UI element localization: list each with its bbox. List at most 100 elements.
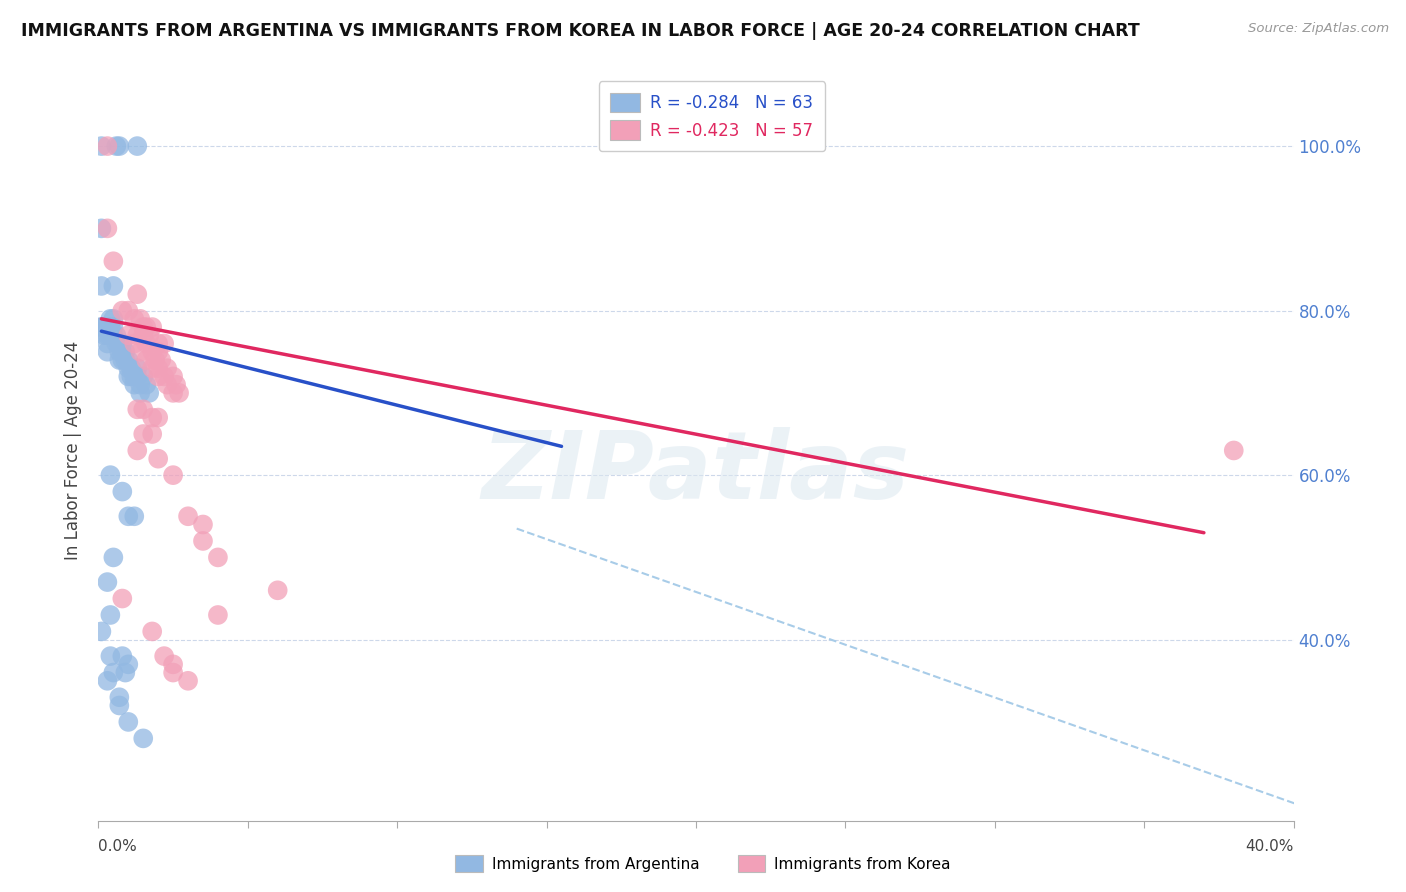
Point xyxy=(162,369,184,384)
Point xyxy=(135,377,157,392)
Point xyxy=(90,221,112,235)
Point xyxy=(127,402,149,417)
Point xyxy=(103,665,125,680)
Point xyxy=(132,427,155,442)
Point xyxy=(153,336,176,351)
Point xyxy=(98,320,122,334)
Point xyxy=(111,353,134,368)
Point xyxy=(120,369,142,384)
Point xyxy=(103,328,125,343)
Point xyxy=(90,279,112,293)
Point xyxy=(127,328,149,343)
Point xyxy=(120,361,142,376)
Point xyxy=(132,369,155,384)
Point xyxy=(108,344,131,359)
Point xyxy=(1223,443,1246,458)
Point xyxy=(96,328,118,343)
Point xyxy=(90,320,112,334)
Point xyxy=(96,336,118,351)
Point xyxy=(156,377,179,392)
Text: IMMIGRANTS FROM ARGENTINA VS IMMIGRANTS FROM KOREA IN LABOR FORCE | AGE 20-24 CO: IMMIGRANTS FROM ARGENTINA VS IMMIGRANTS … xyxy=(21,22,1140,40)
Point xyxy=(105,139,128,153)
Point xyxy=(96,673,118,688)
Point xyxy=(132,328,155,343)
Point xyxy=(148,344,170,359)
Point xyxy=(114,344,136,359)
Point xyxy=(167,385,190,400)
Point xyxy=(114,665,136,680)
Point xyxy=(207,550,229,565)
Point xyxy=(141,344,163,359)
Point xyxy=(162,385,184,400)
Point xyxy=(191,533,214,548)
Point xyxy=(96,320,118,334)
Point xyxy=(156,361,179,376)
Point xyxy=(153,649,176,664)
Point xyxy=(153,369,176,384)
Point xyxy=(111,303,134,318)
Point xyxy=(124,377,146,392)
Point xyxy=(141,361,163,376)
Point xyxy=(148,410,170,425)
Text: ZIPatlas: ZIPatlas xyxy=(482,426,910,518)
Point xyxy=(124,311,146,326)
Point xyxy=(138,328,160,343)
Point xyxy=(162,665,184,680)
Point xyxy=(96,221,118,235)
Point xyxy=(143,353,166,368)
Point xyxy=(129,311,152,326)
Point xyxy=(129,385,152,400)
Point xyxy=(117,361,139,376)
Point xyxy=(141,624,163,639)
Point xyxy=(150,353,173,368)
Point xyxy=(90,139,112,153)
Point xyxy=(90,320,112,334)
Point xyxy=(90,624,112,639)
Point xyxy=(191,517,214,532)
Point xyxy=(127,361,149,376)
Point xyxy=(108,698,131,713)
Point xyxy=(135,353,157,368)
Point xyxy=(124,509,146,524)
Point xyxy=(98,607,122,622)
Point xyxy=(129,344,152,359)
Point xyxy=(117,353,139,368)
Point xyxy=(135,336,157,351)
Point xyxy=(267,583,290,598)
Point xyxy=(141,427,163,442)
Point xyxy=(132,320,155,334)
Point xyxy=(124,336,146,351)
Point xyxy=(96,575,118,590)
Point xyxy=(108,336,131,351)
Point xyxy=(177,509,200,524)
Point xyxy=(127,139,149,153)
Point xyxy=(117,328,139,343)
Point xyxy=(127,287,149,301)
Point xyxy=(162,657,184,672)
Legend: Immigrants from Argentina, Immigrants from Korea: Immigrants from Argentina, Immigrants fr… xyxy=(447,847,959,880)
Point xyxy=(103,254,125,268)
Point xyxy=(207,607,229,622)
Point xyxy=(98,468,122,483)
Y-axis label: In Labor Force | Age 20-24: In Labor Force | Age 20-24 xyxy=(65,341,83,560)
Point xyxy=(135,320,157,334)
Point xyxy=(96,139,118,153)
Point xyxy=(111,336,134,351)
Point xyxy=(111,649,134,664)
Point xyxy=(103,550,125,565)
Point xyxy=(132,402,155,417)
Point xyxy=(148,369,170,384)
Point xyxy=(117,303,139,318)
Text: 0.0%: 0.0% xyxy=(98,838,138,854)
Point xyxy=(105,328,128,343)
Point xyxy=(108,139,131,153)
Point xyxy=(103,311,125,326)
Point xyxy=(162,468,184,483)
Point xyxy=(93,328,115,343)
Point xyxy=(108,690,131,705)
Point xyxy=(96,344,118,359)
Point xyxy=(105,336,128,351)
Point xyxy=(98,311,122,326)
Point xyxy=(93,320,115,334)
Point xyxy=(103,320,125,334)
